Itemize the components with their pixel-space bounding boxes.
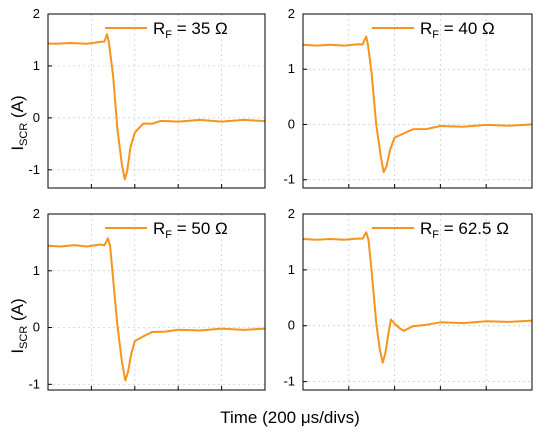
panel-2: -1 0 1 2 RF = 40 Ω: [283, 6, 533, 189]
y-tick-label: -1: [283, 172, 295, 187]
y-tick-label: -1: [283, 374, 295, 389]
y-tick-label: 0: [288, 116, 295, 131]
y-tick-label: 1: [288, 262, 295, 277]
y-tick-label: 1: [33, 58, 40, 73]
trace-line: [47, 237, 266, 382]
y-tick-label: 1: [288, 61, 295, 76]
trace-line: [47, 33, 266, 181]
legend: RF = 35 Ω: [105, 19, 228, 41]
plot-frame: [302, 213, 533, 391]
y-tick-label: 2: [33, 206, 40, 221]
trace-line: [302, 231, 533, 364]
plot-frame: [47, 13, 266, 189]
legend: RF = 50 Ω: [105, 219, 228, 241]
y-tick-label: -1: [28, 162, 40, 177]
legend: RF = 40 Ω: [372, 19, 495, 41]
x-axis-label: Time (200 μs/divs): [220, 408, 360, 427]
panel-4: -1 0 1 2 RF = 62.5 Ω: [283, 206, 533, 391]
panel-1: -1 0 1 2 RF = 35 Ω: [28, 6, 266, 189]
panel-3: -1 0 1 2 RF = 50 Ω: [28, 206, 266, 391]
legend-label: RF = 62.5 Ω: [420, 219, 509, 241]
y-tick-label: 2: [288, 6, 295, 21]
plot-frame: [47, 213, 266, 391]
y-axis-label-top: ISCR (A): [8, 95, 30, 150]
legend-label: RF = 50 Ω: [153, 219, 228, 241]
y-tick-label: -1: [28, 376, 40, 391]
y-tick-label: 0: [33, 110, 40, 125]
y-axis-label-bottom: ISCR (A): [8, 298, 30, 353]
panels: -1 0 1 2 RF = 35 Ω -1 0 1 2 RF = 40 Ω -1 0 1 2 RF = 50…: [28, 6, 533, 391]
trace-line: [302, 35, 533, 174]
plot-frame: [302, 13, 533, 189]
y-tick-label: 2: [33, 6, 40, 21]
legend-label: RF = 35 Ω: [153, 19, 228, 41]
y-tick-label: 0: [288, 318, 295, 333]
legend-label: RF = 40 Ω: [420, 19, 495, 41]
y-tick-label: 1: [33, 263, 40, 278]
y-tick-label: 2: [288, 206, 295, 221]
legend: RF = 62.5 Ω: [372, 219, 509, 241]
y-tick-label: 0: [33, 320, 40, 335]
